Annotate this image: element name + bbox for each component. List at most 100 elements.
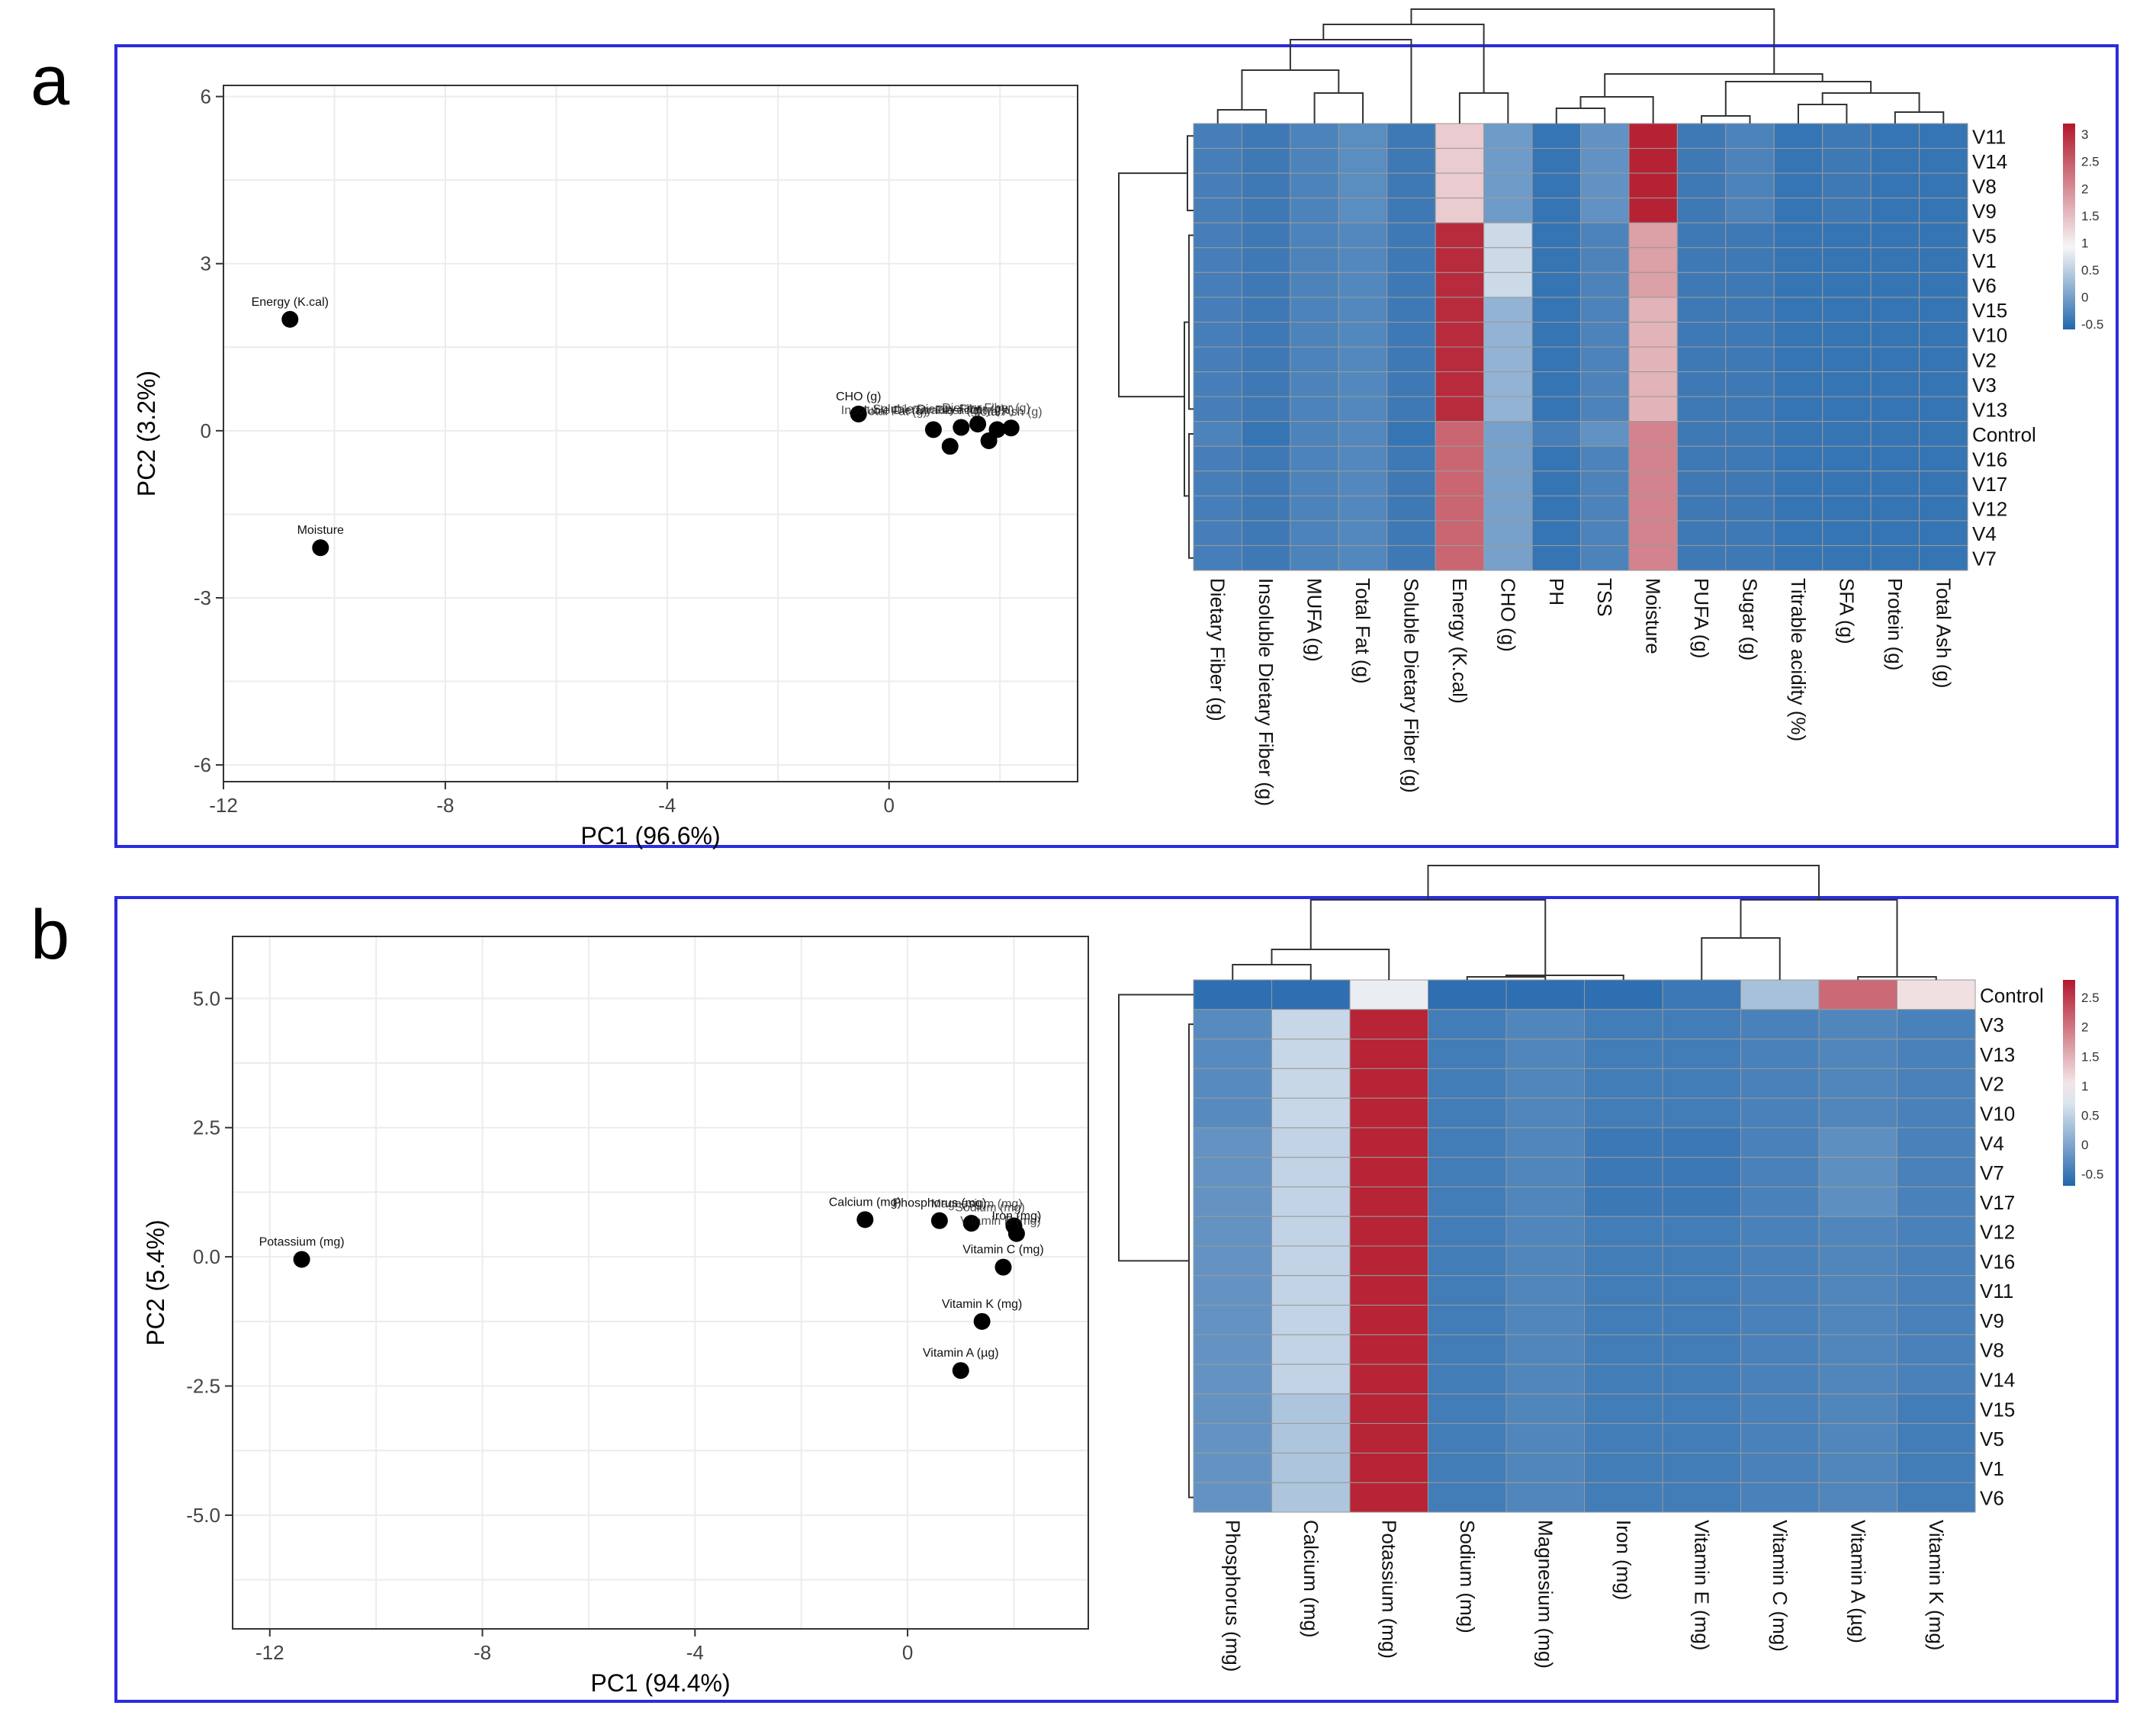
panel-a-dendrogram-branch xyxy=(1118,172,1187,398)
panel-b-x-tick-label: -8 xyxy=(474,1641,491,1664)
panel-a-heatmap-cell xyxy=(1483,198,1533,223)
panel-a-heatmap-cell xyxy=(1773,495,1823,522)
panel-b-column-label: Potassium (mg) xyxy=(1377,1520,1400,1659)
panel-a-heatmap-cell xyxy=(1773,421,1823,447)
panel-b-heatmap-cell xyxy=(1584,979,1663,1010)
panel-a-heatmap-cell xyxy=(1628,396,1678,422)
panel-a-heatmap-cell xyxy=(1919,371,1968,397)
panel-a-row-label: V1 xyxy=(1972,249,1997,272)
panel-b-data-point xyxy=(1007,1225,1025,1242)
panel-b-column-label: Phosphorus (mg) xyxy=(1221,1520,1244,1672)
panel-b-heatmap-cell xyxy=(1897,1009,1976,1040)
panel-b-heatmap-cell xyxy=(1428,1363,1507,1395)
panel-b-x-axis-title: PC1 (94.4%) xyxy=(590,1669,730,1697)
panel-a-point-label: Insoluble Dietary Fiber (g) xyxy=(841,404,982,417)
panel-a-heatmap-cell xyxy=(1870,495,1920,522)
panel-b-heatmap-cell xyxy=(1740,1482,1820,1513)
panel-b-column-label: Iron (mg) xyxy=(1612,1520,1635,1600)
panel-b-heatmap-cell xyxy=(1897,1452,1976,1483)
panel-b-point-label: Calcium (mg) xyxy=(829,1196,901,1209)
panel-a-data-point xyxy=(1002,419,1020,437)
panel-a-heatmap-cell xyxy=(1919,172,1968,199)
panel-a-x-tick-label: -12 xyxy=(209,794,238,817)
panel-b-point-label: Potassium (mg) xyxy=(259,1236,345,1249)
panel-a-heatmap-cell xyxy=(1628,271,1678,298)
panel-a-heatmap-cell xyxy=(1386,321,1436,348)
panel-b-heatmap-cell xyxy=(1349,1127,1428,1158)
panel-a-heatmap-cell xyxy=(1531,495,1581,522)
panel-b-heatmap-cell xyxy=(1897,1216,1976,1247)
panel-a-heatmap-cell xyxy=(1483,421,1533,447)
panel-b-y-axis-title: PC2 (5.4%) xyxy=(142,1219,169,1345)
panel-a-heatmap-cell xyxy=(1628,148,1678,174)
panel-b-row-label: V16 xyxy=(1980,1250,2015,1273)
panel-a-heatmap-cell xyxy=(1676,297,1727,323)
panel-b-heatmap-cell xyxy=(1193,1216,1272,1247)
panel-a-heatmap-cell xyxy=(1822,396,1872,422)
panel-a-heatmap-cell xyxy=(1725,297,1775,323)
panel-a-heatmap-cell xyxy=(1290,495,1339,522)
panel-a-heatmap-cell xyxy=(1531,222,1581,249)
panel-b-column-label: Magnesium (mg) xyxy=(1534,1520,1557,1669)
panel-a-heatmap-cell xyxy=(1580,222,1630,249)
panel-a-heatmap-cell xyxy=(1193,321,1242,348)
panel-b-heatmap-cell xyxy=(1740,979,1820,1010)
panel-b-heatmap-cell xyxy=(1349,1245,1428,1277)
panel-b-heatmap-cell xyxy=(1193,1334,1272,1365)
panel-a-heatmap-chart: V11V14V8V9V5V1V6V15V10V2V3V13ControlV16V… xyxy=(1193,123,2103,806)
panel-b-legend-tick-label: 2 xyxy=(2081,1020,2088,1035)
panel-a-heatmap-cell xyxy=(1580,346,1630,373)
panel-a-point-label: Total Fat (g) xyxy=(862,405,927,418)
panel-b-heatmap-cell xyxy=(1584,1245,1663,1277)
panel-a-heatmap-cell xyxy=(1290,421,1339,447)
panel-b-row-label: V8 xyxy=(1980,1339,2004,1362)
panel-a-legend-tick-label: 0 xyxy=(2081,290,2088,304)
panel-b-heatmap-cell xyxy=(1428,1216,1507,1247)
panel-b-heatmap-cell xyxy=(1897,1068,1976,1099)
panel-b-heatmap-cell xyxy=(1193,1482,1272,1513)
panel-a-heatmap-cell xyxy=(1386,544,1436,571)
panel-a-heatmap-cell xyxy=(1725,271,1775,298)
panel-b-heatmap-cell xyxy=(1428,1452,1507,1483)
panel-a-heatmap-cell xyxy=(1919,346,1968,373)
panel-a-heatmap-cell xyxy=(1725,471,1775,496)
panel-b-heatmap-cell xyxy=(1271,1423,1351,1453)
panel-a-heatmap-cell xyxy=(1919,297,1968,323)
panel-a-heatmap-cell xyxy=(1628,471,1678,496)
panel-a-heatmap-cell xyxy=(1531,471,1581,496)
panel-a-heatmap-cell xyxy=(1676,271,1727,298)
panel-b-heatmap-cell xyxy=(1505,1216,1585,1247)
panel-b-heatmap-cell xyxy=(1193,1039,1272,1069)
panel-a-point-label: Moisture xyxy=(297,524,344,537)
panel-b-heatmap-cell xyxy=(1193,1393,1272,1424)
panel-a-heatmap-cell xyxy=(1290,222,1339,249)
panel-a-heatmap-cell xyxy=(1290,346,1339,373)
panel-b-data-point xyxy=(293,1251,310,1268)
panel-a-heatmap-cell xyxy=(1531,297,1581,323)
panel-a-heatmap-cell xyxy=(1241,172,1291,199)
panel-a-heatmap-cell xyxy=(1822,520,1872,546)
panel-a-heatmap-cell xyxy=(1628,247,1678,273)
panel-b-heatmap-cell xyxy=(1818,1216,1897,1247)
panel-b-heatmap-cell xyxy=(1897,979,1976,1010)
panel-b-heatmap-cell xyxy=(1584,1334,1663,1365)
panel-b-heatmap-cell xyxy=(1271,1039,1351,1069)
panel-b-heatmap-cell xyxy=(1349,1097,1428,1129)
panel-a-heatmap-cell xyxy=(1531,445,1581,472)
panel-b-heatmap-cell xyxy=(1662,1127,1741,1158)
panel-b-row-label: V3 xyxy=(1980,1013,2004,1036)
panel-b-heatmap-cell xyxy=(1505,1423,1585,1453)
panel-b-point-label: Vitamin K (mg) xyxy=(942,1298,1023,1311)
panel-a-heatmap-cell xyxy=(1628,520,1678,546)
panel-b-row-label: V10 xyxy=(1980,1103,2015,1126)
panel-b-heatmap-cell xyxy=(1897,1097,1976,1129)
panel-b-legend-tick-label: 0 xyxy=(2081,1138,2088,1152)
panel-b-heatmap-cell xyxy=(1349,1423,1428,1453)
panel-b-heatmap-cell xyxy=(1193,1363,1272,1395)
panel-a-heatmap-cell xyxy=(1822,247,1872,273)
panel-b-heatmap-cell xyxy=(1662,1275,1741,1306)
panel-a-heatmap-cell xyxy=(1773,346,1823,373)
panel-b-heatmap-cell xyxy=(1584,1216,1663,1247)
panel-b-heatmap-cell xyxy=(1662,1393,1741,1424)
panel-a-column-label: SFA (g) xyxy=(1835,578,1858,644)
